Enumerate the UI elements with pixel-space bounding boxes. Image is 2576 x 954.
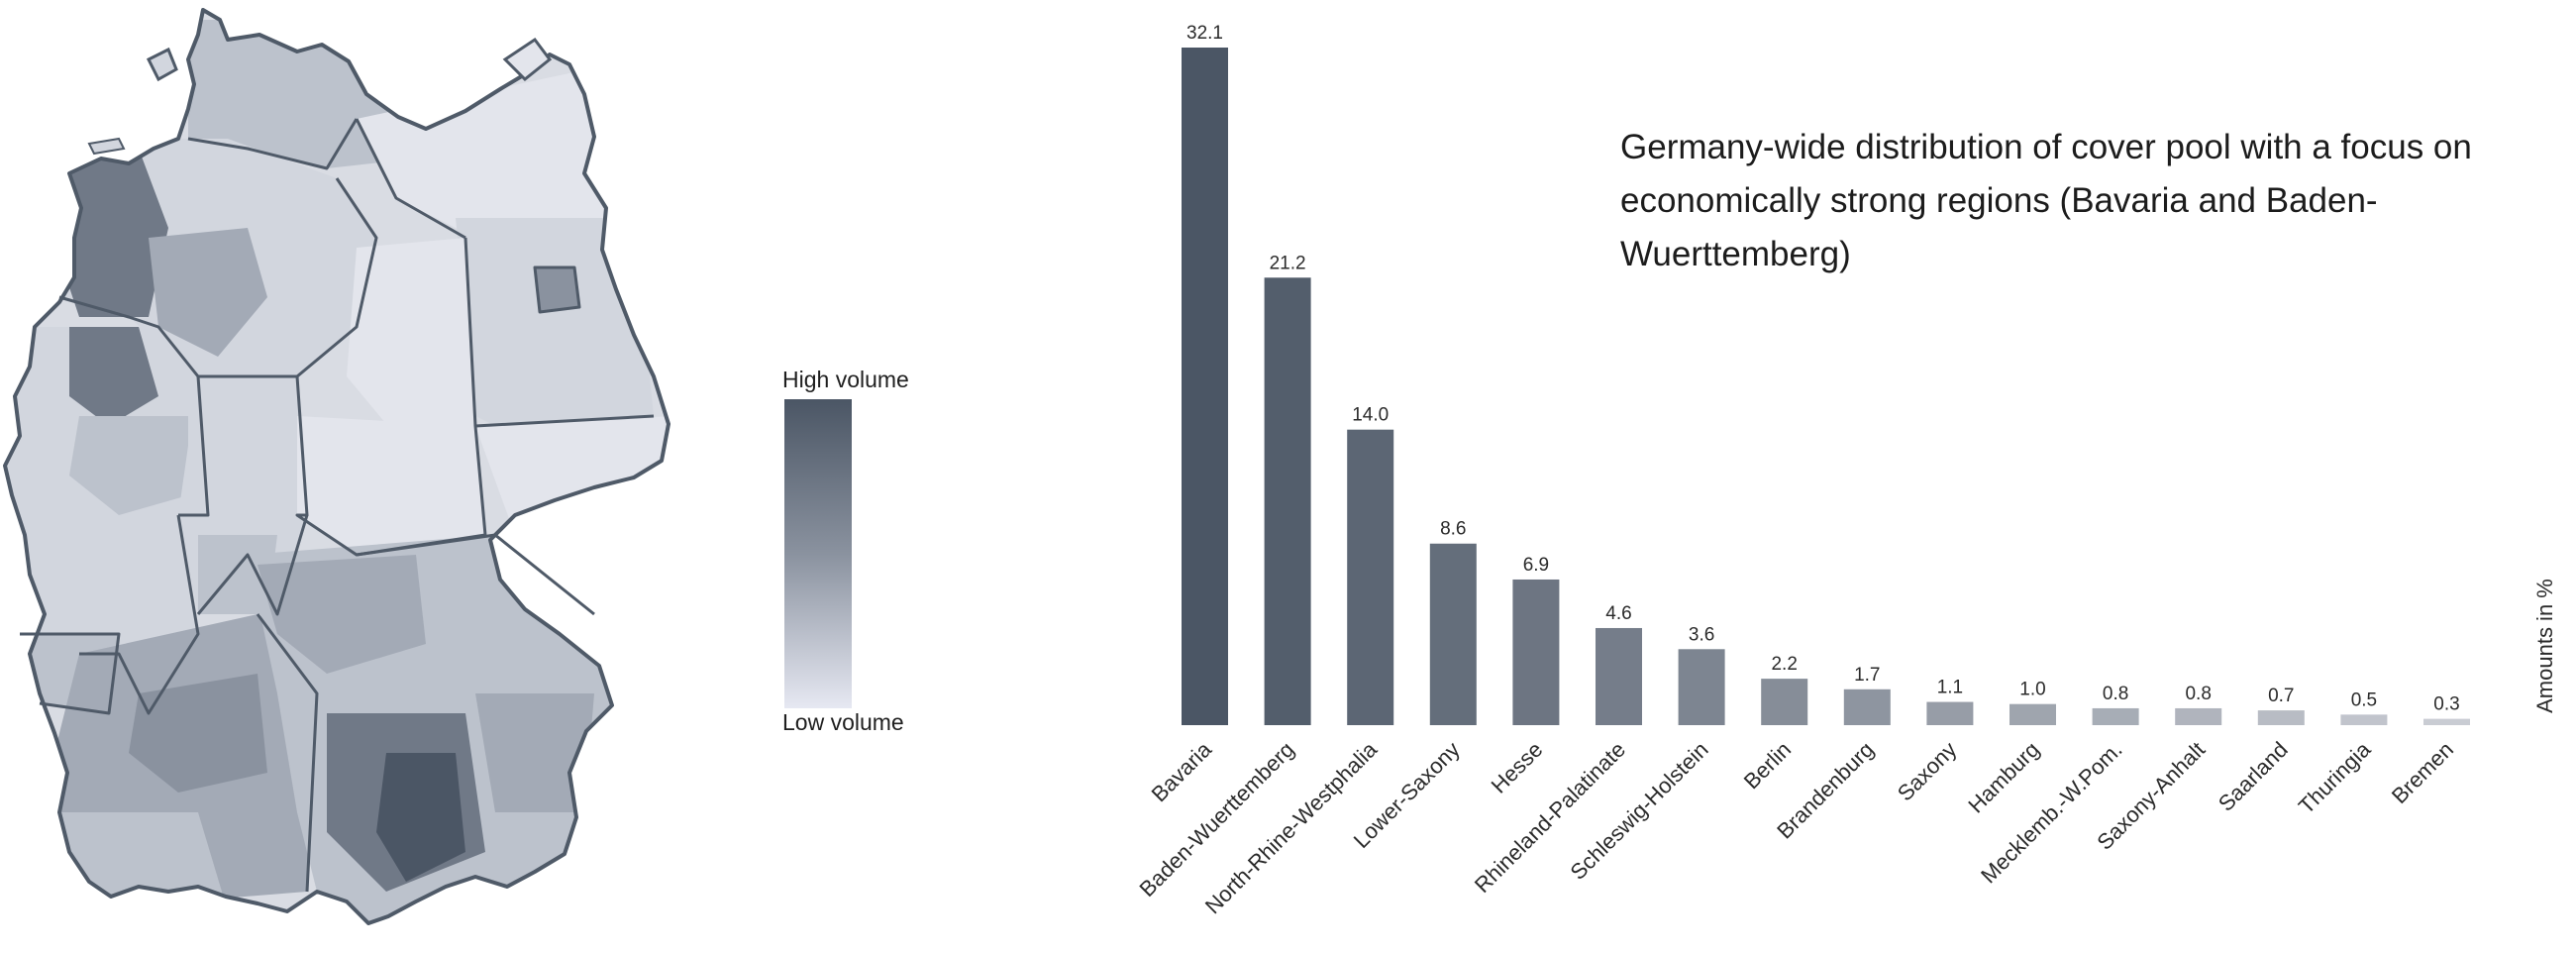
x-tick-label: Rhineland-Palatinate xyxy=(1470,737,1630,898)
island xyxy=(146,47,178,82)
bar-value-label: 0.8 xyxy=(2185,684,2211,704)
island xyxy=(502,37,553,82)
x-tick-label: Berlin xyxy=(1739,737,1796,794)
island xyxy=(87,137,126,156)
bar-north-rhine-westphalia xyxy=(1347,429,1394,725)
x-tick-label: Hamburg xyxy=(1963,737,2044,818)
bar-value-label: 1.7 xyxy=(1854,665,1880,686)
bar-value-label: 14.0 xyxy=(1352,405,1389,426)
bar-brandenburg xyxy=(1843,689,1891,725)
bar-bremen xyxy=(2423,718,2470,725)
x-tick-label: Mecklemb.-W.Pom. xyxy=(1976,737,2127,889)
bar-hamburg xyxy=(2009,703,2056,725)
bar-value-label: 3.6 xyxy=(1689,624,1714,645)
bar-value-label: 21.2 xyxy=(1270,253,1306,273)
x-tick-label: Bremen xyxy=(2387,737,2458,808)
bar-value-label: 8.6 xyxy=(1440,519,1466,540)
bar-value-label: 0.8 xyxy=(2103,684,2128,704)
bar-baden-wuerttemberg xyxy=(1264,277,1311,725)
bar-value-label: 32.1 xyxy=(1186,23,1223,44)
x-tick-label: Saarland xyxy=(2214,737,2293,816)
bar-value-label: 1.1 xyxy=(1937,678,1963,698)
bar-rhineland-palatinate xyxy=(1596,627,1642,725)
bar-saxony-anhalt xyxy=(2175,707,2222,725)
bar-lower-saxony xyxy=(1429,543,1477,725)
state-borders xyxy=(20,118,655,893)
y-axis-label: Amounts in % xyxy=(2532,579,2557,713)
bar-saarland xyxy=(2257,710,2305,725)
x-tick-label: Hesse xyxy=(1487,737,1548,798)
x-tick-label: North-Rhine-Westphalia xyxy=(1200,736,1383,918)
bar-thuringia xyxy=(2340,714,2388,725)
legend-high-label: High volume xyxy=(782,367,909,392)
bar-value-label: 1.0 xyxy=(2019,680,2045,700)
bar-schleswig-holstein xyxy=(1678,649,1725,725)
bar-hesse xyxy=(1512,579,1560,725)
bar-value-label: 0.7 xyxy=(2268,686,2294,706)
germany-map-svg xyxy=(3,8,670,925)
legend-gradient-bar xyxy=(784,399,852,708)
bar-saxony xyxy=(1926,701,1974,725)
germany-outline xyxy=(3,8,670,925)
x-tick-label: Schleswig-Holstein xyxy=(1566,737,1713,885)
bar-berlin xyxy=(1761,679,1808,725)
chart-title: Germany-wide distribution of cover pool … xyxy=(1620,128,2472,273)
x-tick-label: Saxony xyxy=(1893,737,1962,806)
x-tick-label: Thuringia xyxy=(2294,736,2376,818)
legend-low-label: Low volume xyxy=(782,709,904,735)
bar-mecklemb-w-pom- xyxy=(2092,707,2139,725)
bar-value-label: 0.3 xyxy=(2433,694,2459,715)
bar-value-label: 6.9 xyxy=(1523,555,1549,576)
bar-value-label: 0.5 xyxy=(2351,689,2377,710)
bar-value-label: 2.2 xyxy=(1771,654,1797,675)
x-tick-label: Bavaria xyxy=(1147,736,1217,806)
x-tick-label: Baden-Wuerttemberg xyxy=(1135,737,1299,901)
bar-value-label: 4.6 xyxy=(1605,603,1631,624)
bar-bavaria xyxy=(1182,48,1228,725)
volume-legend: High volume Low volume xyxy=(782,367,980,743)
germany-region-map xyxy=(0,0,713,949)
